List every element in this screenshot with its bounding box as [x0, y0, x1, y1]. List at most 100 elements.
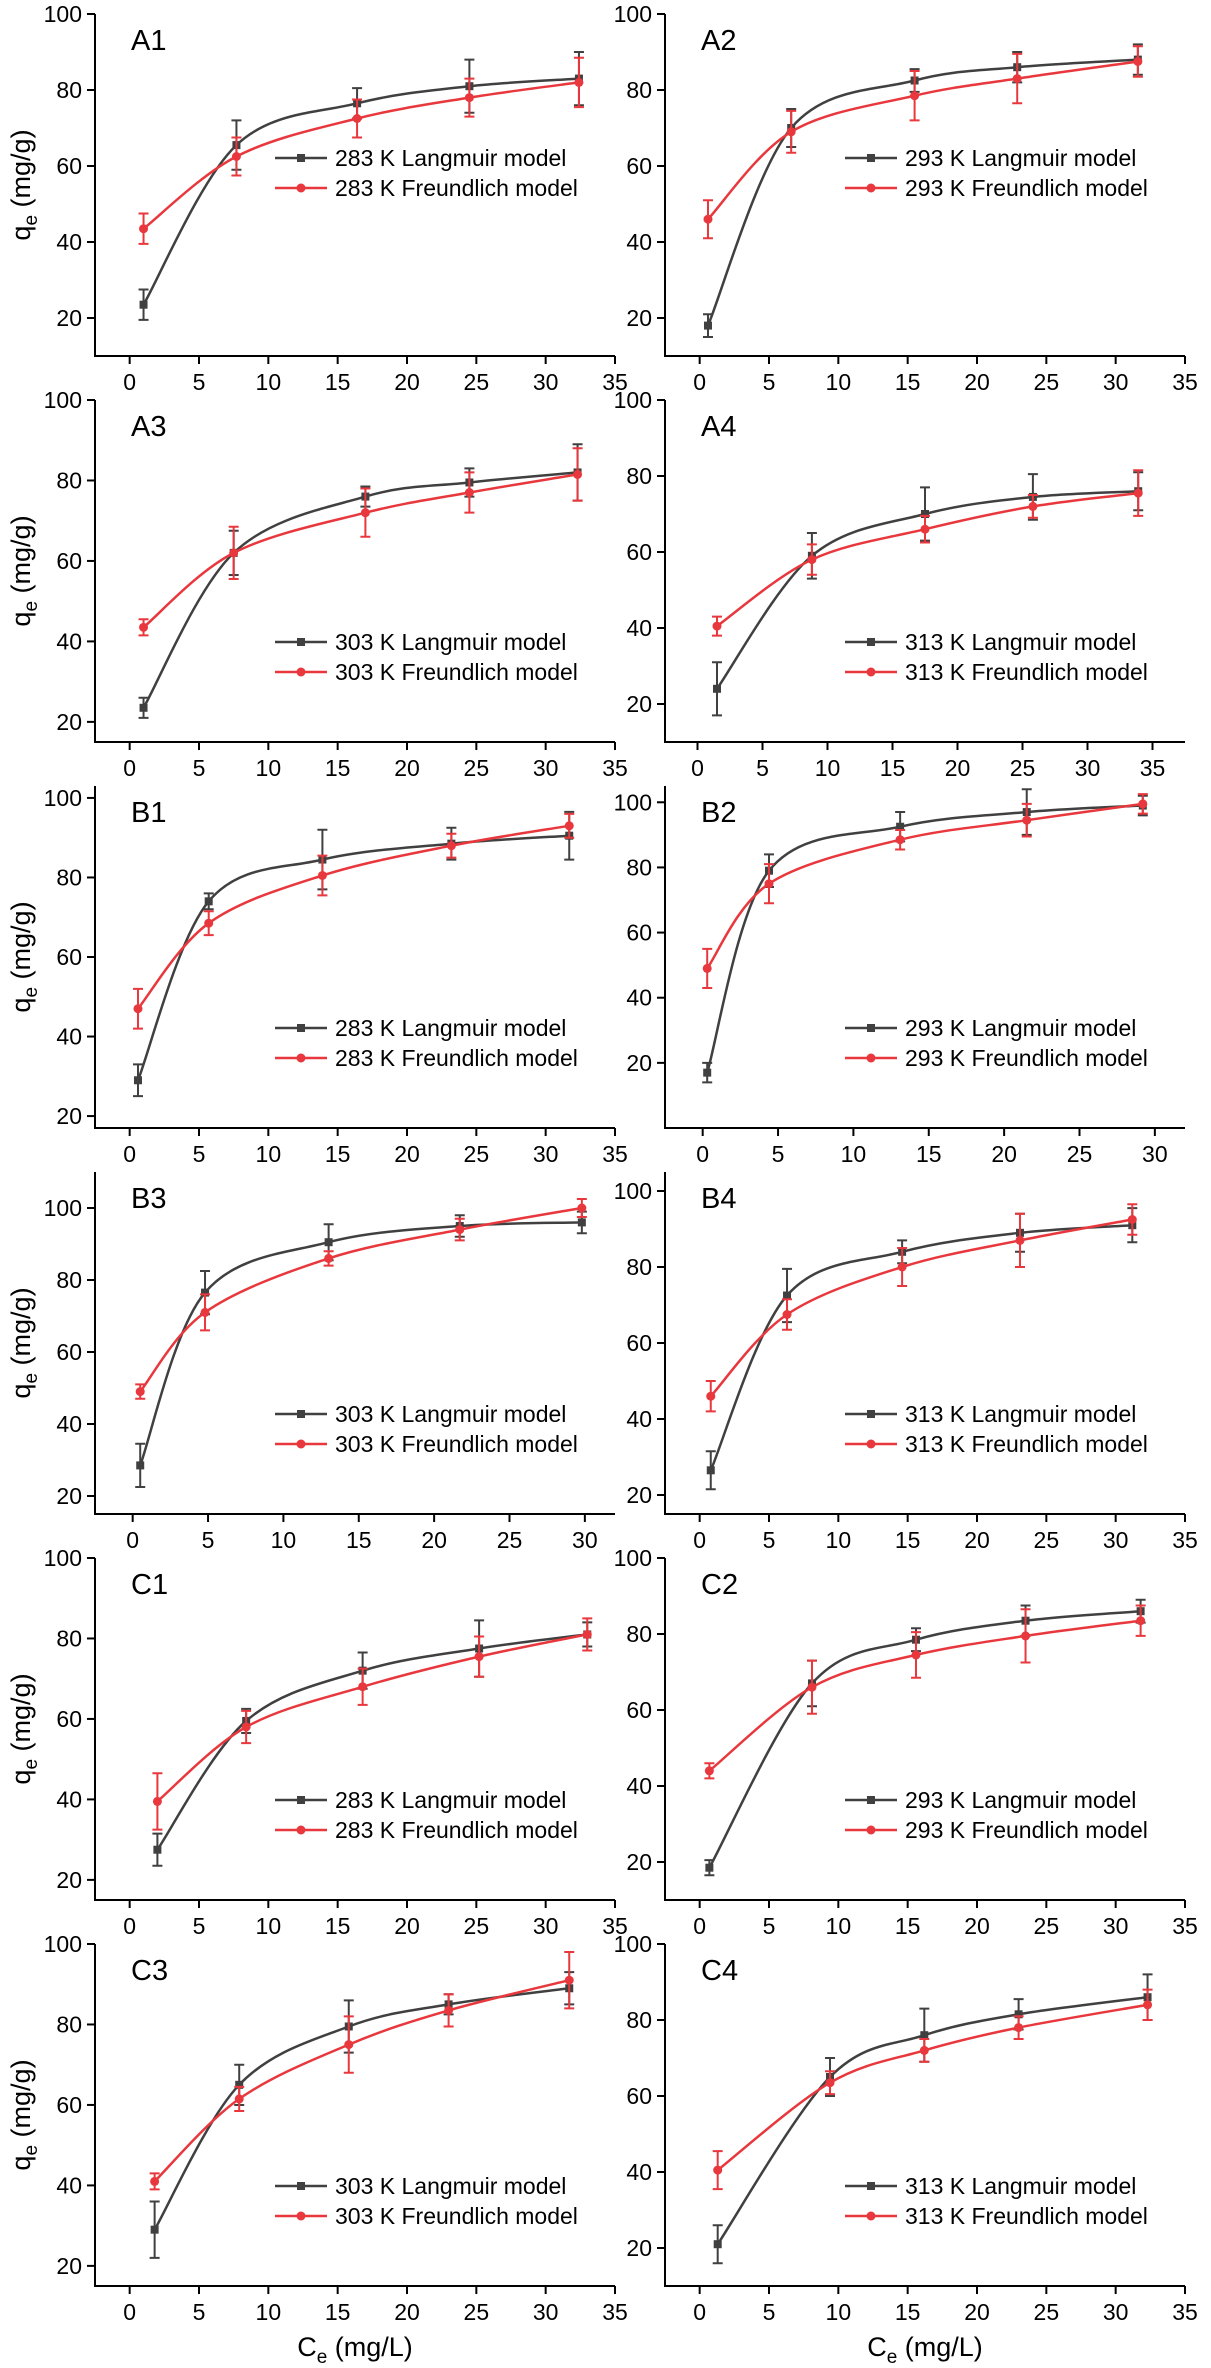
y-axis-label: qe (mg/g) — [6, 1287, 42, 1398]
data-point — [1127, 1215, 1137, 1224]
x-tick-label: 5 — [756, 755, 769, 781]
y-tick-label: 100 — [614, 789, 652, 815]
legend-label: 293 K Langmuir model — [905, 145, 1136, 171]
data-point — [235, 2080, 244, 2089]
x-tick-label: 5 — [193, 755, 206, 781]
x-tick-label: 35 — [602, 1913, 628, 1939]
x-tick-label: 20 — [964, 2299, 990, 2325]
data-point — [921, 510, 929, 518]
x-tick-label: 5 — [193, 2299, 206, 2325]
y-tick-label: 80 — [56, 2011, 82, 2037]
data-point — [703, 1068, 712, 1077]
x-tick-label: 0 — [696, 1141, 709, 1167]
data-point — [139, 703, 148, 712]
panel-label: B4 — [701, 1183, 736, 1215]
data-point — [153, 1845, 162, 1854]
chart-panel-C3: 0 5 10 15 20 25 30 35 20 40 60 80 100 qe (mg/g) Ce (mg… — [6, 1931, 628, 2368]
axis-lines — [664, 14, 1185, 357]
x-tick-label: 30 — [1103, 1913, 1129, 1939]
x-tick-label: 5 — [763, 2299, 776, 2325]
y-tick-label: 20 — [56, 1103, 82, 1129]
y-axis-label: qe (mg/g) — [6, 901, 42, 1012]
legend-entry: 313 K Langmuir model — [845, 1401, 1136, 1427]
legend-entry: 313 K Freundlich model — [845, 1431, 1148, 1457]
series-line — [153, 1978, 570, 2183]
x-tick-label: 0 — [123, 2299, 136, 2325]
data-point — [231, 152, 241, 161]
legend-label: 293 K Freundlich model — [905, 1045, 1148, 1071]
x-tick-label: 5 — [193, 1141, 206, 1167]
data-point — [204, 918, 214, 928]
x-tick-label: 10 — [256, 1141, 282, 1167]
series-line — [716, 1995, 1148, 2245]
chart-panel-B2: 0 5 10 15 20 25 30 20 40 60 80 100 B2 293 K Langmuir … — [614, 786, 1185, 1167]
data-point — [573, 469, 583, 479]
data-point — [464, 93, 474, 103]
x-tick-label: 30 — [1075, 755, 1101, 781]
legend-entry: 313 K Langmuir model — [845, 2173, 1136, 2199]
y-tick-label: 100 — [44, 785, 82, 811]
x-tick-label: 15 — [325, 2299, 351, 2325]
legend-swatch-marker — [297, 1796, 305, 1804]
chart-panel-A1: 0 5 10 15 20 25 30 35 20 40 60 80 100 qe (mg/g) A1 283 … — [6, 1, 628, 395]
legend-label: 283 K Freundlich model — [335, 1817, 578, 1843]
chart-panel-A2: 0 5 10 15 20 25 30 35 20 40 60 80 100 A2 293 K Langmui… — [614, 1, 1198, 395]
data-point — [139, 224, 149, 234]
x-tick-label: 15 — [916, 1141, 942, 1167]
legend-entry: 313 K Freundlich model — [845, 659, 1148, 685]
data-point — [577, 1218, 586, 1227]
series-line — [709, 1223, 1133, 1471]
x-tick-label: 20 — [394, 2299, 420, 2325]
data-point — [133, 1004, 143, 1014]
y-tick-label: 100 — [44, 1545, 82, 1571]
legend-entry: 283 K Freundlich model — [275, 175, 578, 201]
legend-swatch-marker — [867, 1796, 875, 1804]
legend-swatch-marker — [296, 1439, 306, 1449]
chart-panel-B4: 0 5 10 15 20 25 30 35 20 40 60 80 100 B4 313 K Langmui… — [614, 1172, 1198, 1553]
legend-entry: 313 K Langmuir model — [845, 629, 1136, 655]
axis-lines — [94, 786, 615, 1129]
y-tick-label: 60 — [626, 539, 652, 565]
data-point — [825, 2078, 835, 2088]
chart-panel-C2: 0 5 10 15 20 25 30 35 20 40 60 80 100 C2 293 K Langmui… — [614, 1545, 1198, 1939]
legend-entry: 283 K Freundlich model — [275, 1045, 578, 1071]
y-tick-label: 40 — [56, 2172, 82, 2198]
panel-label: B2 — [701, 797, 736, 829]
series-line — [156, 1633, 588, 1803]
x-tick-label: 25 — [1034, 1527, 1060, 1553]
y-tick-label: 20 — [626, 2235, 652, 2261]
series-line — [153, 1987, 570, 2231]
data-point — [133, 1076, 142, 1085]
x-tick-label: 20 — [421, 1527, 447, 1553]
legend-swatch-marker — [867, 2182, 875, 2190]
x-tick-label: 10 — [841, 1141, 867, 1167]
data-point — [1021, 1631, 1031, 1641]
legend-entry: 303 K Freundlich model — [275, 2203, 578, 2229]
x-tick-label: 35 — [1172, 2299, 1198, 2325]
y-tick-label: 60 — [56, 153, 82, 179]
panel-label: C2 — [701, 1569, 738, 1601]
data-point — [139, 300, 148, 309]
legend-swatch-marker — [866, 183, 876, 193]
panel-label: C4 — [701, 1955, 738, 1987]
x-tick-label: 5 — [763, 1913, 776, 1939]
series-freundlich — [132, 812, 575, 1030]
x-tick-label: 20 — [964, 1913, 990, 1939]
data-point — [910, 91, 920, 101]
y-tick-label: 40 — [626, 1406, 652, 1432]
x-tick-label: 30 — [572, 1527, 598, 1553]
x-tick-label: 15 — [895, 1527, 921, 1553]
data-point — [783, 1291, 792, 1300]
x-tick-label: 25 — [464, 1141, 490, 1167]
legend-swatch-marker — [296, 183, 306, 193]
y-tick-label: 100 — [614, 387, 652, 413]
x-tick-label: 15 — [325, 755, 351, 781]
y-tick-label: 80 — [56, 77, 82, 103]
data-point — [786, 127, 796, 137]
y-tick-label: 60 — [56, 1339, 82, 1365]
data-point — [564, 1975, 574, 1985]
legend-swatch-marker — [296, 1053, 306, 1063]
y-tick-label: 40 — [56, 1786, 82, 1812]
y-tick-label: 80 — [626, 1621, 652, 1647]
data-point — [897, 1262, 907, 1272]
